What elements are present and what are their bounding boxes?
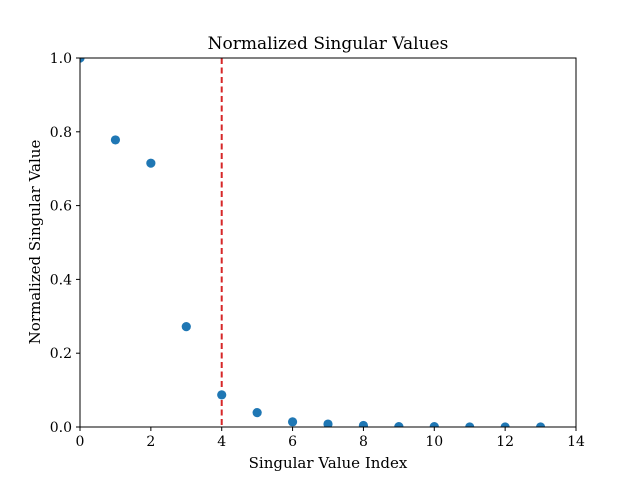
data-point (287, 417, 298, 427)
axes-frame (79, 57, 577, 428)
y-tick-label: 0.2 (50, 346, 72, 362)
data-point (500, 422, 510, 427)
y-tick-label: 0.6 (50, 199, 72, 215)
x-tick-label: 4 (217, 434, 226, 450)
data-point (252, 408, 262, 418)
chart-title: Normalized Singular Values (208, 34, 449, 54)
x-axis-label: Singular Value Index (249, 454, 408, 472)
x-tick-label: 8 (359, 434, 368, 450)
data-point (465, 422, 475, 427)
y-tick-label: 0.0 (50, 420, 72, 436)
x-tick-label: 14 (567, 434, 585, 450)
x-tick-label: 0 (76, 434, 85, 450)
data-point (358, 420, 369, 427)
y-tick-label: 0.4 (50, 272, 72, 288)
data-point (146, 158, 156, 168)
data-point (323, 419, 333, 427)
y-axis-label: Normalized Singular Value (26, 140, 44, 345)
data-point (394, 422, 404, 427)
y-tick-label: 1.0 (50, 51, 72, 67)
x-tick-label: 10 (425, 434, 443, 450)
data-point (535, 422, 546, 427)
x-tick-label: 12 (496, 434, 514, 450)
data-point (217, 390, 227, 400)
data-point (110, 135, 121, 145)
x-tick-label: 2 (146, 434, 155, 450)
x-tick-label: 6 (288, 434, 297, 450)
plot-area: 0 2 4 6 8 10 12 14 0.0 0.2 0.4 0.6 0.8 1.0 (50, 51, 585, 450)
data-point (181, 322, 191, 332)
data-point (80, 58, 85, 63)
y-tick-label: 0.8 (50, 125, 72, 141)
data-point (429, 422, 439, 427)
